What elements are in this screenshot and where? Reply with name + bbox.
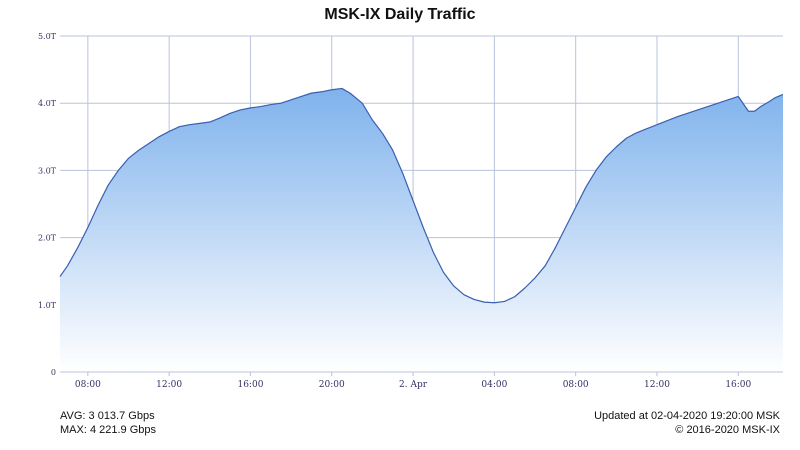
info-block: Updated at 02-04-2020 19:20:00 MSK © 201… xyxy=(594,409,780,437)
y-tick-label: 4.0T xyxy=(38,99,57,108)
x-tick-label: 08:00 xyxy=(563,380,589,390)
traffic-area xyxy=(60,88,783,373)
copyright: © 2016-2020 MSK-IX xyxy=(675,424,780,436)
chart-title: MSK-IX Daily Traffic xyxy=(324,6,476,23)
y-tick-label: 0 xyxy=(51,368,56,377)
x-tick-label: 16:00 xyxy=(725,380,751,390)
stats-block: AVG: 3 013.7 Gbps MAX: 4 221.9 Gbps xyxy=(60,409,156,437)
avg-stat: AVG: 3 013.7 Gbps xyxy=(60,410,155,422)
y-tick-label: 2.0T xyxy=(38,234,57,243)
axis-labels: 0 1.0T 2.0T 3.0T 4.0T 5.0T 08:00 12:00 16:00 20:0… xyxy=(38,32,752,390)
y-tick-label: 5.0T xyxy=(38,32,57,41)
area-layer xyxy=(59,87,784,373)
max-stat: MAX: 4 221.9 Gbps xyxy=(60,424,156,436)
x-tick-label: 2. Apr xyxy=(399,380,428,390)
updated-timestamp: Updated at 02-04-2020 19:20:00 MSK xyxy=(594,410,780,422)
x-tick-label: 12:00 xyxy=(644,380,670,390)
x-tick-label: 16:00 xyxy=(237,380,263,390)
traffic-line xyxy=(59,87,784,304)
x-tick-label: 04:00 xyxy=(481,380,507,390)
y-tick-label: 3.0T xyxy=(38,166,57,175)
x-tick-label: 20:00 xyxy=(319,380,345,390)
x-tick-label: 12:00 xyxy=(156,380,182,390)
y-tick-label: 1.0T xyxy=(38,301,57,310)
x-tick-label: 08:00 xyxy=(75,380,101,390)
